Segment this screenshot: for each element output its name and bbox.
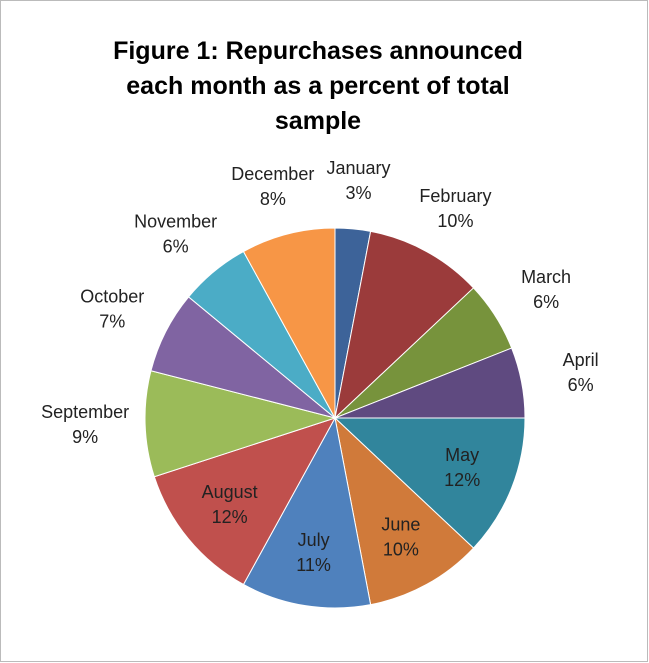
title-line: sample bbox=[275, 107, 361, 135]
pie-slice bbox=[153, 417, 337, 586]
slice-value-label: 10% bbox=[383, 540, 419, 560]
pie-slice bbox=[242, 416, 372, 609]
pie-slice bbox=[334, 230, 475, 420]
slice-category-label: July bbox=[298, 530, 330, 550]
slice-category-label: June bbox=[381, 515, 420, 535]
slice-category-label: January bbox=[327, 158, 391, 178]
pie-slice bbox=[242, 227, 336, 419]
slice-category-label: September bbox=[41, 402, 129, 422]
slice-category-label: March bbox=[521, 267, 571, 287]
slice-category-label: April bbox=[563, 350, 599, 370]
slice-value-label: 11% bbox=[296, 555, 331, 575]
slice-category-label: October bbox=[80, 287, 144, 307]
slice-category-label: February bbox=[419, 186, 491, 206]
slice-value-label: 12% bbox=[444, 470, 480, 490]
slice-value-label: 3% bbox=[346, 183, 372, 203]
slice-value-label: 6% bbox=[533, 292, 559, 312]
title-line: each month as a percent of total bbox=[126, 72, 509, 100]
pie-slice bbox=[333, 417, 526, 549]
slice-category-label: December bbox=[231, 164, 314, 184]
pie-slice bbox=[334, 416, 475, 606]
slice-category-label: May bbox=[445, 445, 479, 465]
slice-value-label: 9% bbox=[72, 427, 98, 447]
slice-value-label: 12% bbox=[212, 507, 248, 527]
chart-title: Figure 1: Repurchases announced each mont… bbox=[113, 37, 523, 135]
pie-slice bbox=[144, 370, 337, 478]
slice-value-label: 8% bbox=[260, 189, 286, 209]
slice-value-label: 6% bbox=[163, 236, 189, 256]
title-line: Figure 1: Repurchases announced bbox=[113, 37, 523, 65]
slice-value-label: 6% bbox=[568, 375, 594, 395]
slice-value-label: 7% bbox=[99, 312, 125, 332]
slice-category-label: August bbox=[202, 482, 258, 502]
slice-category-label: November bbox=[134, 211, 217, 231]
slice-value-label: 10% bbox=[437, 211, 473, 231]
